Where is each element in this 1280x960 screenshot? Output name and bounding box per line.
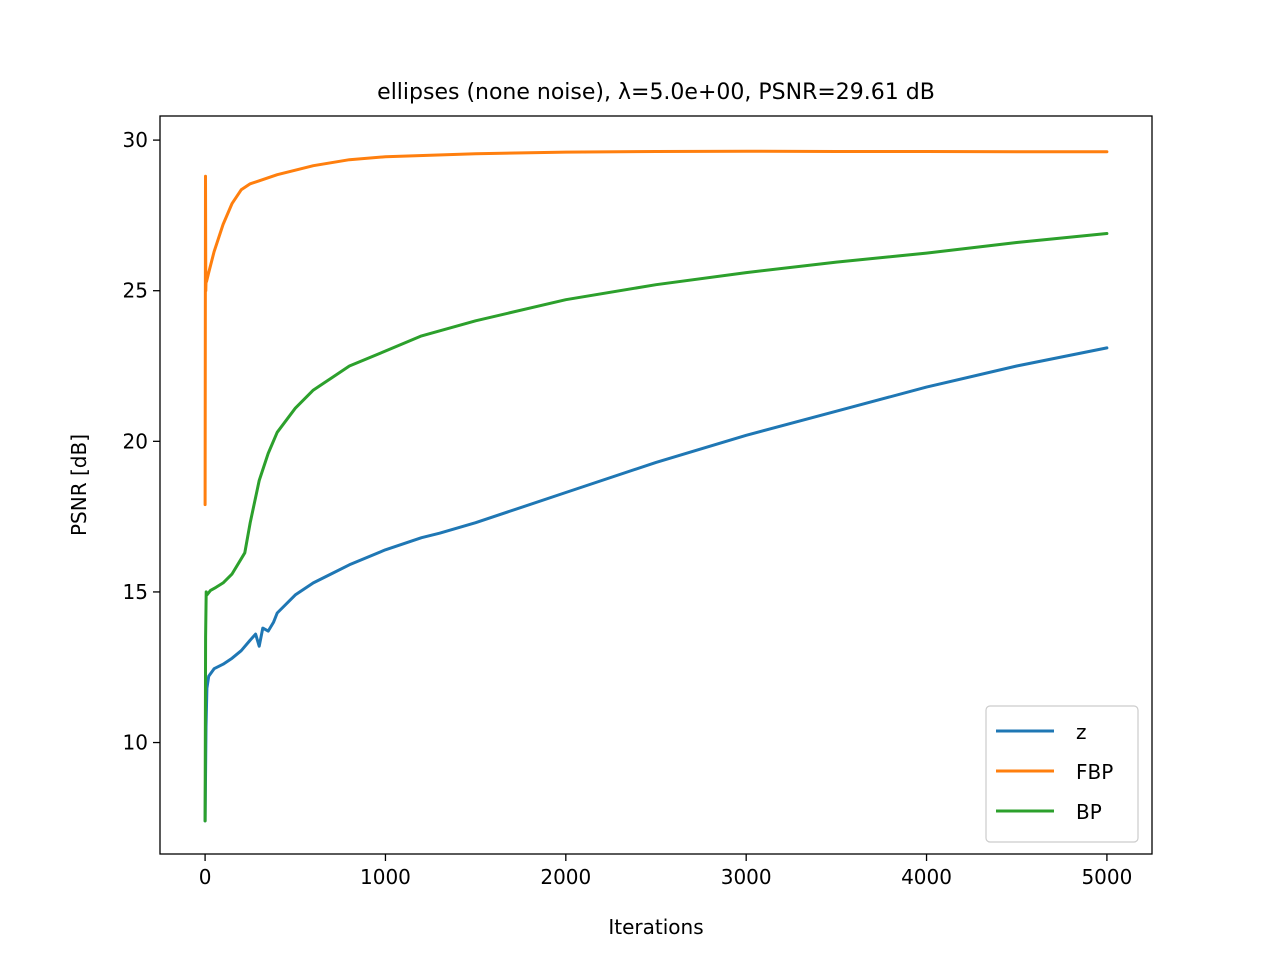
x-tick-label: 4000 xyxy=(901,865,952,889)
x-tick-label: 0 xyxy=(199,865,212,889)
y-axis: 10 15 20 25 30 xyxy=(123,128,160,755)
series-line-fbp xyxy=(203,149,1109,507)
plot-frame xyxy=(159,115,1153,855)
x-tick-label: 2000 xyxy=(540,865,591,889)
x-tick-label: 1000 xyxy=(360,865,411,889)
x-axis-title: Iterations xyxy=(608,915,703,939)
y-tick-label: 10 xyxy=(123,731,148,755)
y-tick-label: 25 xyxy=(123,279,148,303)
x-tick-label: 5000 xyxy=(1081,865,1132,889)
series-line-z xyxy=(203,346,1109,823)
legend: z FBP BP xyxy=(985,705,1139,843)
x-tick-label: 3000 xyxy=(721,865,772,889)
y-tick-label: 20 xyxy=(123,429,148,453)
y-tick-label: 30 xyxy=(123,128,148,152)
legend-label-z: z xyxy=(1076,720,1087,744)
legend-box xyxy=(985,705,1139,843)
series-layer xyxy=(203,149,1109,823)
legend-label-fbp: FBP xyxy=(1076,760,1113,784)
legend-label-bp: BP xyxy=(1076,800,1102,824)
y-tick-label: 15 xyxy=(123,580,148,604)
y-axis-title: PSNR [dB] xyxy=(67,434,91,536)
series-line-bp xyxy=(203,232,1109,823)
chart-title: ellipses (none noise), λ=5.0e+00, PSNR=2… xyxy=(377,80,935,105)
x-axis: 0 1000 2000 3000 4000 5000 xyxy=(199,854,1132,889)
